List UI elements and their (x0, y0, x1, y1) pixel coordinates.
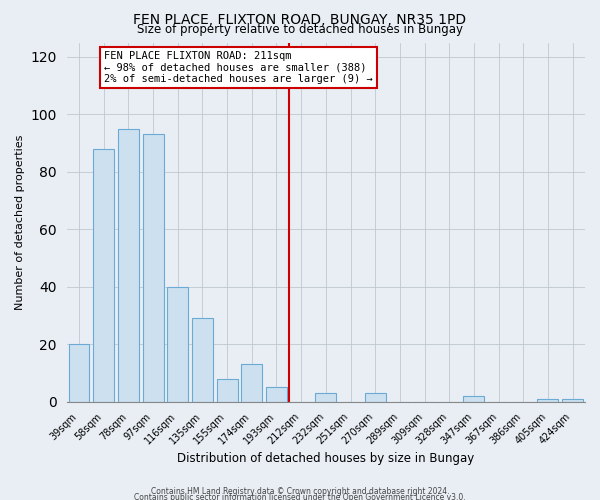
Bar (562, 399, 583, 402)
Bar (192, 318, 213, 402)
Bar (266, 388, 287, 402)
X-axis label: Distribution of detached houses by size in Bungay: Distribution of detached houses by size … (177, 452, 475, 465)
Bar (241, 364, 262, 402)
Text: Contains public sector information licensed under the Open Government Licence v3: Contains public sector information licen… (134, 492, 466, 500)
Bar (365, 393, 386, 402)
Bar (143, 134, 164, 402)
Y-axis label: Number of detached properties: Number of detached properties (15, 134, 25, 310)
Bar (118, 128, 139, 402)
Text: Size of property relative to detached houses in Bungay: Size of property relative to detached ho… (137, 22, 463, 36)
Bar (93, 149, 114, 402)
Bar (463, 396, 484, 402)
Bar (538, 399, 559, 402)
Bar (167, 287, 188, 402)
Text: Contains HM Land Registry data © Crown copyright and database right 2024.: Contains HM Land Registry data © Crown c… (151, 487, 449, 496)
Text: FEN PLACE FLIXTON ROAD: 211sqm
← 98% of detached houses are smaller (388)
2% of : FEN PLACE FLIXTON ROAD: 211sqm ← 98% of … (104, 51, 373, 84)
Bar (68, 344, 89, 402)
Bar (316, 393, 337, 402)
Text: FEN PLACE, FLIXTON ROAD, BUNGAY, NR35 1PD: FEN PLACE, FLIXTON ROAD, BUNGAY, NR35 1P… (133, 12, 467, 26)
Bar (217, 379, 238, 402)
